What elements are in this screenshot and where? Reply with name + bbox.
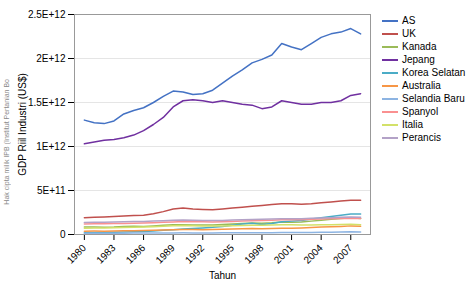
svg-text:0: 0 (60, 229, 66, 240)
html-text:UK: UK (402, 28, 416, 39)
svg-text:2007: 2007 (331, 242, 355, 266)
svg-text:1992: 1992 (183, 242, 207, 266)
svg-text:5E+11: 5E+11 (37, 185, 66, 196)
svg-text:2001: 2001 (272, 242, 296, 266)
svg-text:1986: 1986 (124, 242, 148, 266)
svg-text:2004: 2004 (301, 242, 325, 266)
svg-text:1983: 1983 (94, 242, 118, 266)
html-text:Korea Selatan: Korea Selatan (402, 67, 466, 78)
html-text:AS: AS (402, 15, 416, 26)
html-text:Australia: Australia (402, 80, 441, 91)
html-text:Kanada: Kanada (402, 41, 437, 52)
html-text:Selandia Baru: Selandia Baru (402, 93, 465, 104)
svg-text:1998: 1998 (242, 242, 266, 266)
svg-text:1980: 1980 (65, 242, 89, 266)
svg-text:Tahun: Tahun (209, 270, 236, 281)
svg-text:GDP Riil Industri (US$): GDP Riil Industri (US$) (17, 73, 28, 176)
html-text:Spanyol: Spanyol (402, 106, 439, 117)
html-text:Hak cipta milik IPB (Institut: Hak cipta milik IPB (Institut Pertanian … (2, 79, 10, 205)
svg-text:1.5E+12: 1.5E+12 (28, 97, 66, 108)
svg-text:2E+12: 2E+12 (36, 53, 66, 64)
html-text:Italia: Italia (402, 119, 424, 130)
svg-text:2.5E+12: 2.5E+12 (28, 9, 66, 20)
svg-text:1989: 1989 (153, 242, 177, 266)
svg-text:1995: 1995 (213, 242, 237, 266)
svg-text:1E+12: 1E+12 (36, 141, 66, 152)
html-text:Jepang: Jepang (402, 54, 435, 65)
html-text:Perancis: Perancis (402, 132, 441, 143)
